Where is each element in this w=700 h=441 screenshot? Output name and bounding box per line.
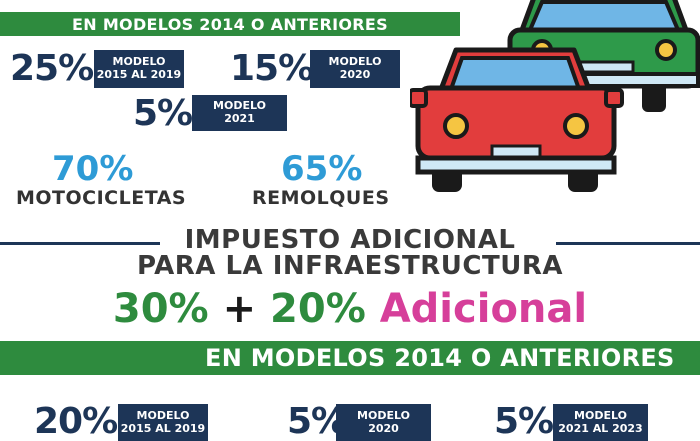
rate-tag-2020: MODELO 2020 xyxy=(310,50,400,88)
bottom-rate-percent-2021-2023: 5% xyxy=(494,401,554,441)
rate-tag-title: MODELO xyxy=(357,408,410,422)
extra-rate: 20% xyxy=(270,286,366,332)
top-banner: EN MODELOS 2014 O ANTERIORES xyxy=(0,12,460,36)
rate-tag-years: 2021 AL 2023 xyxy=(558,421,643,435)
rate-tag-years: 2021 xyxy=(224,112,255,125)
divider-right xyxy=(556,242,700,245)
bottom-rate-percent-2015-2019: 20% xyxy=(34,401,118,441)
adicional-label: Adicional xyxy=(379,286,588,332)
rate-tag-title: MODELO xyxy=(213,99,266,113)
rate-tag-title: MODELO xyxy=(328,55,382,69)
rate-tag-years: 2020 xyxy=(339,68,371,81)
rate-percent-2015-2019: 25% xyxy=(10,48,94,89)
remolques-percent: 65% xyxy=(281,149,363,189)
rate-tag-title: MODELO xyxy=(112,55,166,69)
rate-tag-title: MODELO xyxy=(136,408,190,422)
remolques-label: REMOLQUES xyxy=(252,187,390,209)
rate-tag-years: 2015 AL 2019 xyxy=(96,68,182,81)
bottom-rate-tag-2015-2019: MODELO 2015 AL 2019 xyxy=(118,404,208,441)
rate-percent-2020: 15% xyxy=(230,48,314,89)
base-rate: 30% xyxy=(112,286,209,332)
rate-tag-years: 2020 xyxy=(368,421,399,435)
motocicletas-label: MOTOCICLETAS xyxy=(16,187,187,209)
divider-left xyxy=(0,242,160,245)
cars-icon xyxy=(410,0,700,192)
plus-sign: + xyxy=(222,286,257,332)
rate-tag-years: 2015 AL 2019 xyxy=(120,421,206,435)
impuesto-heading-line1: IMPUESTO ADICIONAL xyxy=(184,225,516,255)
bottom-banner: EN MODELOS 2014 O ANTERIORES xyxy=(0,341,700,375)
rate-tag-2021: MODELO 2021 xyxy=(192,95,287,131)
rate-tag-title: MODELO xyxy=(574,408,627,422)
bottom-rate-tag-2021-2023: MODELO 2021 AL 2023 xyxy=(553,404,648,441)
rate-summary: 30% + 20% Adicional xyxy=(0,288,700,330)
rate-tag-2015-2019: MODELO 2015 AL 2019 xyxy=(94,50,184,88)
rate-percent-2021: 5% xyxy=(133,93,193,134)
bottom-rate-tag-2020: MODELO 2020 xyxy=(336,404,431,441)
red-car-icon xyxy=(410,47,624,192)
motocicletas-percent: 70% xyxy=(52,149,134,189)
impuesto-heading-line2: PARA LA INFRAESTRUCTURA xyxy=(137,251,563,281)
